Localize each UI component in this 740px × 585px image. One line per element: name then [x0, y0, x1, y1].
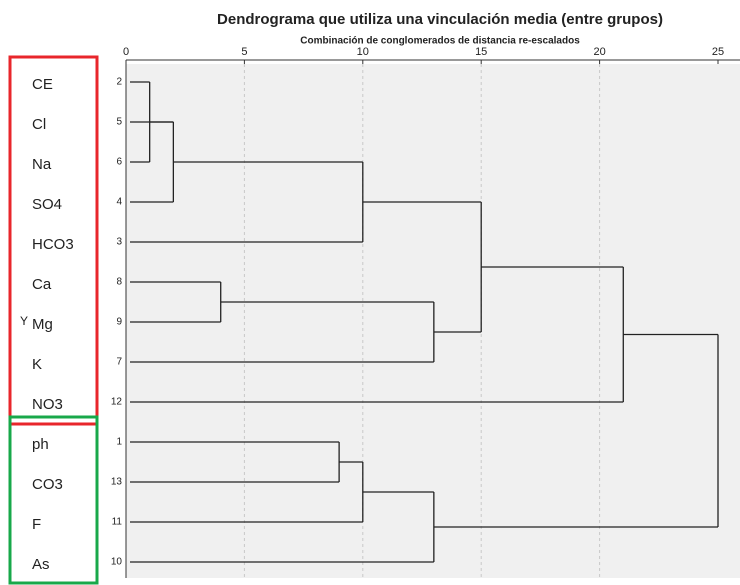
- leaf-number: 7: [116, 357, 122, 368]
- chart-title: Dendrograma que utiliza una vinculación …: [217, 11, 663, 28]
- group-box: [8, 55, 99, 426]
- variable-label: CO3: [32, 476, 63, 493]
- variable-label: Cl: [32, 116, 46, 133]
- x-tick-label: 0: [123, 46, 129, 58]
- leaf-number: 10: [111, 557, 123, 568]
- x-tick-label: 15: [475, 46, 487, 58]
- leaf-number: 4: [116, 197, 122, 208]
- leaf-number: 5: [116, 117, 122, 128]
- x-tick-label: 10: [357, 46, 369, 58]
- x-tick-label: 5: [241, 46, 247, 58]
- variable-label: F: [32, 516, 41, 533]
- variable-label: Ca: [32, 276, 52, 293]
- variable-label: CE: [32, 76, 53, 93]
- x-tick-label: 20: [593, 46, 605, 58]
- leaf-number: 12: [111, 397, 123, 408]
- group-box: [8, 415, 99, 585]
- variable-label: ph: [32, 436, 49, 453]
- variable-label: HCO3: [32, 236, 74, 253]
- leaf-number: 1: [116, 437, 122, 448]
- chart-subtitle: Combinación de conglomerados de distanci…: [300, 36, 580, 47]
- variable-label: Mg: [32, 316, 53, 333]
- leaf-number: 11: [112, 517, 123, 528]
- variable-label: SO4: [32, 196, 62, 213]
- leaf-number: 13: [111, 477, 123, 488]
- leaf-number: 3: [116, 237, 122, 248]
- plot-background: [126, 64, 740, 578]
- variable-label: NO3: [32, 396, 63, 413]
- x-tick-label: 25: [712, 46, 724, 58]
- y-axis-label: Y: [20, 314, 28, 328]
- leaf-number: 9: [116, 317, 122, 328]
- variable-label: As: [32, 556, 50, 573]
- variable-label: Na: [32, 156, 52, 173]
- leaf-number: 6: [116, 157, 122, 168]
- variable-label: K: [32, 356, 42, 373]
- leaf-number: 8: [116, 277, 122, 288]
- leaf-number: 2: [116, 77, 122, 88]
